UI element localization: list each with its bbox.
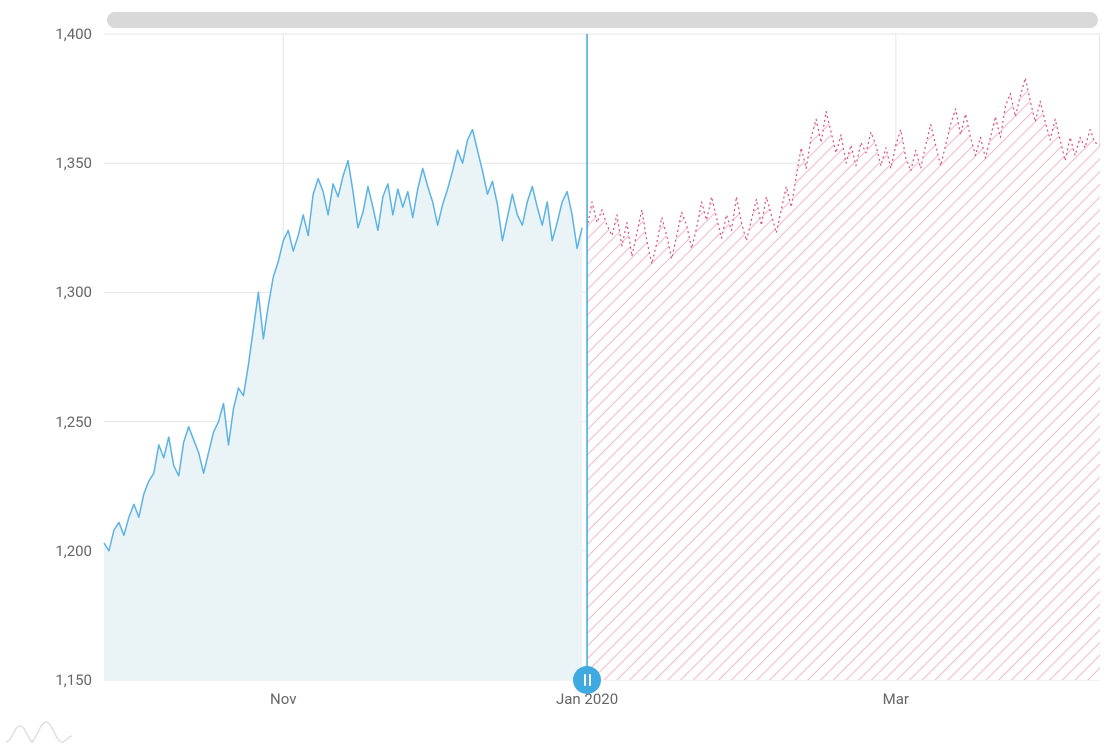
chart-svg — [104, 34, 1100, 680]
y-tick-label: 1,250 — [55, 413, 92, 431]
series-layer — [104, 78, 1100, 680]
plot-area — [104, 34, 1100, 680]
time-series-chart: 1,1501,2001,2501,3001,3501,400 NovJan 20… — [0, 0, 1113, 750]
y-tick-label: 1,200 — [55, 542, 92, 560]
chart-scrollbar[interactable] — [107, 12, 1098, 28]
time-divider-handle[interactable] — [573, 666, 601, 694]
x-tick-label: Nov — [270, 690, 296, 708]
y-tick-label: 1,300 — [55, 283, 92, 301]
amcharts-logo-icon — [4, 718, 74, 746]
x-tick-label: Mar — [883, 690, 909, 708]
y-tick-label: 1,400 — [55, 25, 92, 43]
y-tick-label: 1,350 — [55, 154, 92, 172]
y-tick-label: 1,150 — [55, 671, 92, 689]
